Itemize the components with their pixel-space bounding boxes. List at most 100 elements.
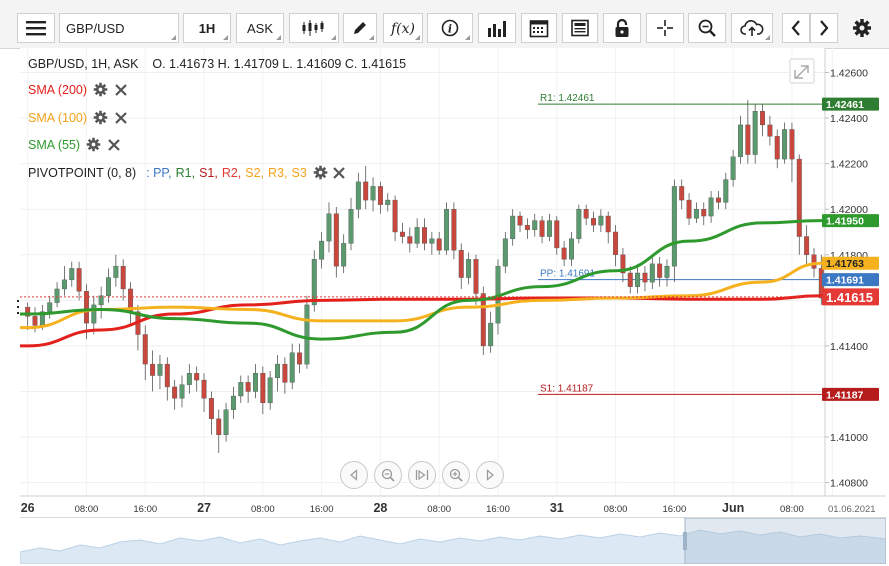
candle (333, 206, 339, 278)
candle (738, 115, 743, 164)
pivot-label: PIVOTPOINT (0, 8) (28, 165, 137, 180)
time-label: 16:00 (486, 504, 510, 515)
candle (91, 295, 97, 335)
candle-body-up (414, 227, 420, 244)
price-type-selector[interactable]: ASK (236, 13, 284, 43)
drag-handle[interactable] (17, 300, 19, 314)
candle (752, 104, 758, 164)
candle-body-up (429, 238, 435, 244)
volume-button[interactable] (478, 13, 516, 43)
crosshair-button[interactable] (646, 13, 684, 43)
close-icon (115, 111, 127, 124)
sma55-settings[interactable] (86, 137, 101, 152)
badge-sma55-text: 1.41950 (826, 216, 864, 228)
settings-button[interactable] (846, 13, 878, 43)
navigator-strip[interactable] (20, 517, 886, 564)
level-label-pp: PP: 1.41691 (540, 269, 595, 280)
legend-sma55: SMA (55) (28, 137, 121, 152)
symbol-label: GBP/USD (66, 20, 125, 36)
candle (767, 115, 773, 146)
sma-line-55 (20, 219, 825, 341)
price-tick-label: 1.42200 (830, 159, 868, 171)
time-label: 08:00 (427, 504, 451, 515)
candle (561, 241, 567, 267)
sma-line-100 (20, 261, 825, 330)
menu-button[interactable] (17, 13, 55, 43)
info-button[interactable]: i (427, 13, 473, 43)
pivot-levels: R1: 1.42461 PP: 1.41691 S1: 1.41187 (538, 93, 825, 395)
scroll-right-button[interactable] (810, 13, 838, 43)
fit-icon (415, 469, 429, 481)
candle-body-up (186, 373, 192, 385)
badge-last-text: 1.41615 (826, 290, 873, 305)
candle-body-up (782, 129, 788, 160)
candle (546, 213, 552, 242)
forward-button[interactable] (476, 461, 504, 489)
rewind-button[interactable] (340, 461, 368, 489)
candle (223, 402, 229, 442)
info-icon: i (441, 19, 459, 37)
day-label: Jun (722, 501, 744, 515)
candle-body-up (635, 272, 641, 287)
candle (201, 373, 207, 412)
candle-body-up (510, 215, 516, 240)
indicator-button[interactable]: f(x) (383, 13, 423, 43)
gear-icon (313, 165, 328, 180)
candle-body-down (245, 382, 251, 392)
time-label: 01.06.2021 (828, 504, 876, 515)
expand-button[interactable] (789, 58, 815, 84)
candle-body-up (355, 181, 361, 210)
candle (715, 190, 721, 210)
day-label: 26 (21, 501, 35, 515)
news-button[interactable] (562, 13, 598, 43)
candle-body-up (752, 111, 758, 155)
candle-body-up (671, 186, 677, 267)
candle (576, 204, 582, 244)
pivot-remove[interactable] (332, 166, 346, 180)
candle-body-down (76, 268, 82, 292)
candle (208, 391, 214, 435)
candle (348, 197, 354, 251)
candle-body-down (458, 250, 464, 278)
chart-type-button[interactable] (289, 13, 339, 43)
sma55-remove[interactable] (107, 138, 121, 152)
candle (282, 357, 288, 394)
candle (25, 302, 31, 330)
lock-button[interactable] (603, 13, 641, 43)
candle-body-up (693, 209, 699, 219)
zoom-in-button[interactable] (442, 461, 470, 489)
navigator-handle[interactable] (683, 532, 687, 550)
sma55-label: SMA (55) (28, 137, 81, 152)
price-tick-label: 1.42000 (830, 204, 868, 216)
sma200-settings[interactable] (93, 82, 108, 97)
draw-button[interactable] (343, 13, 377, 43)
share-button[interactable] (731, 13, 773, 43)
zoom-button[interactable] (688, 13, 726, 43)
price-chart[interactable]: R1: 1.42461 PP: 1.41691 S1: 1.41187 1.4080… (0, 48, 889, 518)
symbol-selector[interactable]: GBP/USD (59, 13, 179, 43)
candle-body-down (473, 259, 479, 294)
navigator-window[interactable] (684, 518, 886, 564)
candle-body-up (267, 377, 273, 404)
candle (782, 122, 788, 164)
candle (473, 254, 479, 305)
interval-selector[interactable]: 1H (183, 13, 231, 43)
zoom-out-button[interactable] (374, 461, 402, 489)
sma100-remove[interactable] (114, 111, 128, 125)
candle-body-down (392, 199, 398, 233)
candle-body-down (83, 291, 89, 324)
candle (297, 343, 303, 374)
badge-r1-text: 1.42461 (826, 99, 864, 111)
fit-button[interactable] (408, 461, 436, 489)
candle-body-down (150, 363, 156, 376)
pivot-settings[interactable] (313, 165, 328, 180)
candle (745, 99, 751, 164)
calendar-button[interactable] (521, 13, 557, 43)
scroll-left-button[interactable] (782, 13, 810, 43)
candle-body-down (715, 197, 721, 203)
sma100-settings[interactable] (93, 110, 108, 125)
sma200-remove[interactable] (114, 83, 128, 97)
sma200-label: SMA (200) (28, 82, 88, 97)
candle (260, 366, 266, 415)
candle-body-up (738, 124, 743, 158)
